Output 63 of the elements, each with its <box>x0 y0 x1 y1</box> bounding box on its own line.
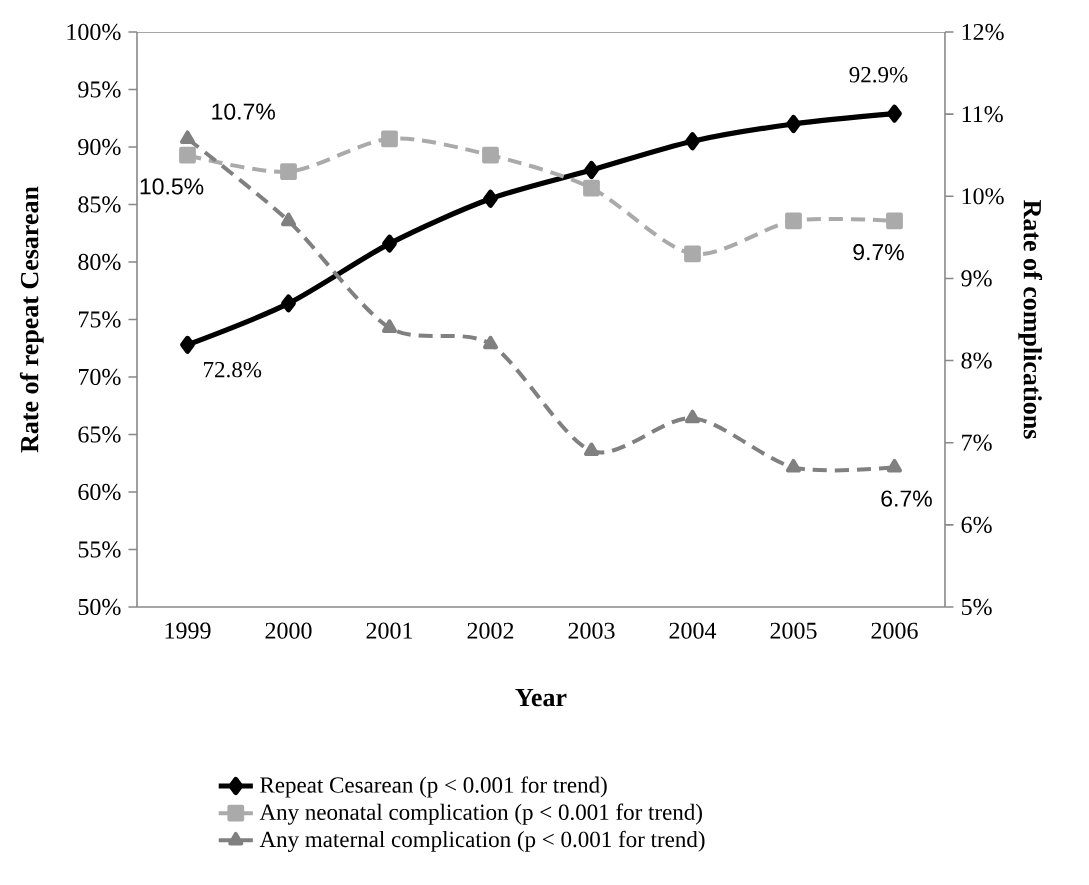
x-tick-label: 2004 <box>669 622 717 639</box>
point <box>684 409 701 424</box>
y2-tick-label: 7% <box>962 434 992 451</box>
point <box>482 146 499 164</box>
data-label: 6.7% <box>881 490 932 507</box>
y-tick-label: 90% <box>78 138 121 156</box>
y2-tick-label: 6% <box>961 516 992 533</box>
legend-label: Repeat Cesarean (p < 0.001 for trend) <box>260 776 607 798</box>
point <box>584 161 599 179</box>
point <box>280 212 297 227</box>
y2-tick-label: 12% <box>962 23 1004 41</box>
y2-tick-label: 8% <box>961 352 992 369</box>
point <box>886 458 903 473</box>
point <box>785 458 802 473</box>
y-axis-title: Rate of repeat Cesarean <box>19 186 44 453</box>
y-tick-label: 80% <box>78 253 121 271</box>
point <box>179 146 196 164</box>
data-label: 9.7% <box>853 244 904 261</box>
y2-axis-title: Rate of complications <box>1018 200 1043 439</box>
y2-tick-label: 10% <box>962 188 1004 205</box>
data-label: 92.9% <box>849 66 908 83</box>
point <box>382 234 397 253</box>
y-tick-label: 85% <box>78 196 121 213</box>
point <box>483 189 498 208</box>
data-label: 10.7% <box>212 103 275 120</box>
data-label: 72.8% <box>204 361 262 378</box>
point <box>381 319 398 333</box>
x-tick-label: 2001 <box>366 622 413 639</box>
x-tick-label: 1999 <box>165 622 211 639</box>
x-tick-label: 2006 <box>871 622 918 639</box>
point <box>180 335 195 354</box>
y-tick-label: 95% <box>78 81 121 98</box>
point <box>280 163 297 181</box>
y2-tick-label: 5% <box>961 598 992 616</box>
x-tick-label: 2003 <box>568 622 615 639</box>
y2-tick-label: 11% <box>962 106 1003 123</box>
point <box>786 115 801 133</box>
point <box>887 104 902 123</box>
legend-label: Any neonatal complication (p < 0.001 for trend) <box>259 803 702 825</box>
x-axis-title: Year <box>515 689 567 707</box>
point <box>482 335 499 350</box>
y-tick-label: 70% <box>78 368 121 386</box>
point <box>785 212 802 230</box>
y-tick-label: 50% <box>78 598 121 616</box>
point <box>381 130 398 148</box>
point <box>281 294 296 313</box>
y-tick-label: 55% <box>78 541 121 558</box>
y-tick-label: 75% <box>78 311 121 328</box>
point <box>583 442 600 457</box>
point <box>685 132 700 151</box>
y-tick-label: 65% <box>78 426 121 443</box>
point <box>179 130 196 144</box>
point <box>583 179 600 197</box>
y-tick-label: 100% <box>67 23 121 41</box>
y-tick-label: 60% <box>78 483 121 501</box>
x-tick-label: 2000 <box>265 622 312 639</box>
data-label: 10.5% <box>140 178 204 195</box>
y2-tick-label: 9% <box>961 270 992 287</box>
x-tick-label: 2005 <box>770 622 817 639</box>
legend-label: Any maternal complication (p < 0.001 for trend) <box>259 830 705 852</box>
point <box>886 212 903 230</box>
point <box>684 245 701 263</box>
x-tick-label: 2002 <box>467 622 514 639</box>
